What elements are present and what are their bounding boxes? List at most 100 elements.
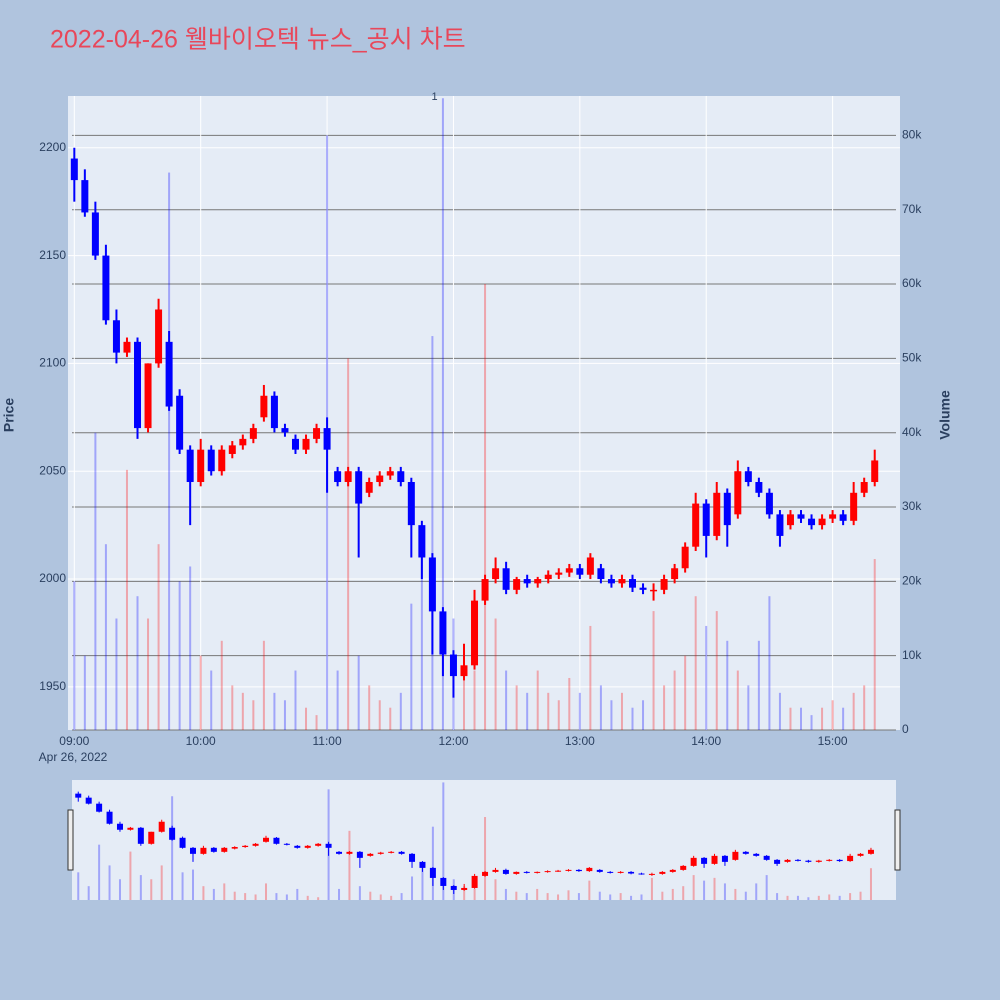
mini-candle-body xyxy=(158,821,165,832)
mini-candle-body xyxy=(617,871,624,873)
candle-body xyxy=(155,309,163,364)
volume-bars xyxy=(73,98,876,731)
volume-bar xyxy=(431,336,434,730)
volume-bar xyxy=(484,284,487,730)
mini-volume-bar xyxy=(98,844,101,900)
mini-volume-bar xyxy=(713,877,716,900)
mini-candle-body xyxy=(638,873,645,875)
mini-volume-bar xyxy=(515,891,518,900)
y-tick-label: 2050 xyxy=(39,463,66,477)
volume-bar xyxy=(684,655,687,730)
mini-volume-bar xyxy=(692,875,695,900)
mini-candle-body xyxy=(471,875,478,888)
volume-bar xyxy=(420,544,423,730)
mini-volume-bar xyxy=(786,895,789,900)
mini-volume-bar xyxy=(244,893,247,900)
volume-bar xyxy=(199,655,202,730)
mini-volume-bar xyxy=(828,894,831,900)
candle-body xyxy=(850,492,858,521)
volume-bar xyxy=(726,640,729,730)
volume-bar xyxy=(589,625,592,730)
mini-volume-bar xyxy=(536,888,539,900)
mini-volume-bar xyxy=(223,883,226,900)
mini-candle-body xyxy=(586,867,593,872)
volume-bar xyxy=(821,707,824,730)
volume-bar xyxy=(136,596,139,730)
candle-body xyxy=(281,428,289,433)
mini-candle-body xyxy=(732,851,739,860)
range-slider[interactable] xyxy=(72,780,896,900)
volume-bar xyxy=(557,700,560,730)
mini-candle-body xyxy=(544,871,551,873)
mini-candle-body xyxy=(346,851,353,854)
volume-bar xyxy=(347,358,350,730)
volume-bar xyxy=(157,544,160,730)
mini-volume-bar xyxy=(265,883,268,900)
candle-body xyxy=(734,471,742,515)
volume-bar xyxy=(536,670,539,730)
mini-volume-bar xyxy=(755,883,758,900)
candle-body xyxy=(449,654,457,677)
range-handle-left[interactable] xyxy=(67,809,74,871)
volume-bar xyxy=(800,707,803,730)
candle-body xyxy=(81,180,89,213)
volume-bar xyxy=(789,707,792,730)
mini-volume-bar xyxy=(358,886,361,900)
mini-volume-bar xyxy=(849,893,852,900)
volume-bar xyxy=(336,670,339,730)
mini-volume-bar xyxy=(598,891,601,900)
mini-volume-bar xyxy=(421,865,424,900)
volume-bar xyxy=(620,692,623,730)
y2-axis-title: Volume xyxy=(937,390,953,440)
mini-candle-body xyxy=(450,885,457,890)
volume-bar xyxy=(220,640,223,730)
mini-volume-bar xyxy=(463,886,466,900)
mini-candle-body xyxy=(565,869,572,871)
volume-bar xyxy=(757,640,760,730)
mini-volume-bar xyxy=(609,894,612,900)
volume-bar xyxy=(115,618,118,730)
candle-body xyxy=(871,460,879,483)
volume-bar xyxy=(694,596,697,730)
mini-volume-bar xyxy=(118,879,121,900)
mini-candle-body xyxy=(429,867,436,878)
range-handle-right[interactable] xyxy=(894,809,901,871)
mini-volume-bar xyxy=(212,888,215,900)
candle-body xyxy=(355,471,363,504)
mini-candle-body xyxy=(774,859,781,864)
volume-bar xyxy=(578,692,581,730)
volume-bar xyxy=(125,469,128,730)
mini-volume-bar xyxy=(869,868,872,900)
mini-volume-bar xyxy=(275,893,278,900)
mini-volume-bar xyxy=(859,891,862,900)
mini-candle-body xyxy=(669,869,676,872)
mini-volume-bar xyxy=(682,886,685,900)
volume-bar xyxy=(673,670,676,730)
volume-bar xyxy=(273,692,276,730)
volume-bar xyxy=(663,685,666,730)
mini-candle-body xyxy=(367,853,374,856)
mini-volume-bar xyxy=(640,894,643,900)
mini-volume-bar xyxy=(796,895,799,900)
volume-bar xyxy=(252,700,255,730)
mini-volume-bar xyxy=(650,877,653,900)
candle-body xyxy=(555,572,563,575)
volume-bar xyxy=(147,618,150,730)
mini-volume-bar xyxy=(744,891,747,900)
volume-bar xyxy=(599,685,602,730)
mini-volume-bar xyxy=(191,869,194,900)
candle-body xyxy=(660,579,668,590)
candle-body xyxy=(186,449,194,483)
mini-candle-body xyxy=(492,869,499,872)
candle-body xyxy=(313,428,321,439)
mini-candle-body xyxy=(648,873,655,875)
volume-bar xyxy=(83,655,86,730)
candle-body xyxy=(765,492,773,515)
mini-volume-bar xyxy=(838,895,841,900)
candle-body xyxy=(829,514,837,519)
volume-bar xyxy=(568,677,571,730)
candle-body xyxy=(428,557,436,612)
volume-bar xyxy=(852,692,855,730)
volume-bar xyxy=(810,715,813,730)
